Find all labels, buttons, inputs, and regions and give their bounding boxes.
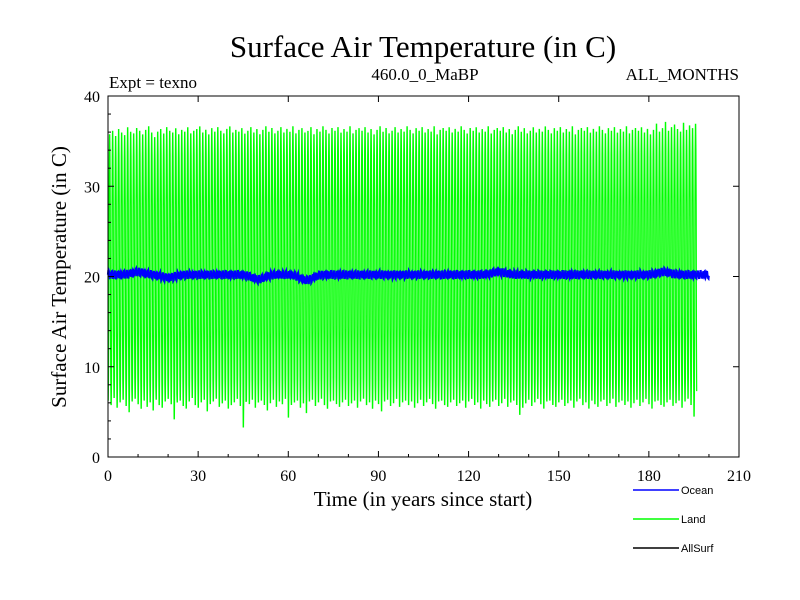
x-tick-label: 0 (104, 468, 112, 485)
legend: Ocean Land AllSurf (633, 485, 714, 555)
y-tick-label: 0 (92, 450, 100, 467)
chart-title: Surface Air Temperature (in C) (230, 29, 616, 64)
y-tick-label: 30 (84, 179, 100, 196)
series-ocean (106, 264, 710, 287)
series-land (107, 121, 698, 428)
x-tick-label: 60 (280, 468, 296, 485)
x-tick-label: 30 (190, 468, 206, 485)
x-tick-label: 150 (547, 468, 571, 485)
y-axis-ticks: 0 10 20 30 40 (84, 89, 739, 467)
ocean-line (106, 264, 710, 287)
x-tick-label: 90 (370, 468, 386, 485)
x-axis-ticks: 0 30 60 90 120 150 180 210 (104, 96, 751, 485)
y-tick-label: 40 (84, 89, 100, 106)
x-tick-label: 180 (637, 468, 661, 485)
x-tick-label: 120 (457, 468, 481, 485)
legend-label-ocean: Ocean (681, 485, 713, 497)
legend-label-land: Land (681, 514, 705, 526)
y-axis-label: Surface Air Temperature (in C) (47, 146, 71, 408)
land-line (107, 121, 698, 428)
expt-label: Expt = texno (109, 73, 197, 92)
period-label: 460.0_0_MaBP (371, 65, 478, 84)
x-axis-label: Time (in years since start) (314, 487, 533, 511)
legend-label-allsurf: AllSurf (681, 543, 714, 555)
y-tick-label: 20 (84, 270, 100, 287)
months-label: ALL_MONTHS (626, 65, 739, 84)
y-tick-label: 10 (84, 360, 100, 377)
x-tick-label: 210 (727, 468, 751, 485)
